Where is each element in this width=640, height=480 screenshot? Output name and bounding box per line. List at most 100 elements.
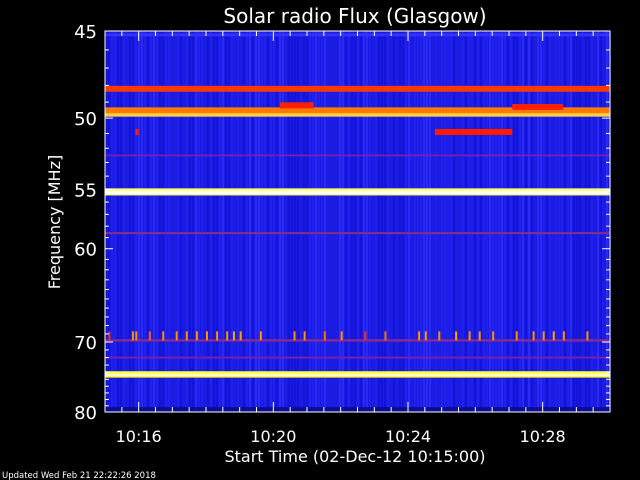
noise-stripe [447,31,449,412]
noise-stripe [333,31,335,412]
noise-stripe [390,31,392,412]
noise-stripe [531,31,533,412]
x-axis: 10:16 10:20 10:24 10:28 [104,31,611,446]
spike-mark [468,331,471,341]
noise-stripe [117,31,119,412]
noise-stripe [402,31,404,412]
spike-mark [478,331,481,341]
spike-mark [175,331,178,341]
spike-mark [323,331,326,341]
noise-stripe [225,31,227,412]
noise-stripe [567,31,569,412]
noise-stripe [195,31,197,412]
burst-mark [280,102,314,109]
noise-stripe [216,31,218,412]
noise-stripe [189,31,191,412]
frequency-band [105,339,610,342]
frequency-band [105,191,610,194]
noise-stripe [237,31,239,412]
noise-stripe [423,31,425,412]
noise-stripe [228,31,230,412]
noise-stripe [405,31,407,412]
noise-stripe [582,31,584,412]
noise-stripe [201,31,203,412]
noise-stripe [576,31,578,412]
noise-stripe [519,31,521,412]
noise-stripe [408,31,410,412]
noise-stripe [234,31,236,412]
noise-stripe [147,31,149,412]
noise-stripe [231,31,233,412]
noise-stripe [222,31,224,412]
noise-stripe [471,31,473,412]
spike-mark [438,331,441,341]
noise-stripe [219,31,221,412]
spike-mark [364,331,367,341]
noise-stripe [369,31,371,412]
noise-stripe [387,31,389,412]
burst-mark [434,128,513,135]
spike-mark [492,331,495,341]
spike-mark [148,331,151,341]
spike-mark [239,331,242,341]
noise-stripe [297,31,299,412]
noise-stripe [135,31,137,412]
noise-stripe [132,31,134,412]
noise-stripe [327,31,329,412]
noise-stripe [318,31,320,412]
x-tick-label: 10:16 [116,427,162,446]
noise-stripe [207,31,209,412]
frequency-band [105,356,610,359]
noise-stripe [321,31,323,412]
noise-stripe [252,31,254,412]
noise-stripe [393,31,395,412]
noise-stripe [351,31,353,412]
noise-stripe [276,31,278,412]
spike-mark [206,331,208,341]
noise-stripe [585,31,587,412]
noise-stripe [168,31,170,412]
noise-stripe [438,31,440,412]
frequency-band [105,373,610,377]
updated-timestamp: Updated Wed Feb 21 22:22:26 2018 [2,471,156,480]
noise-stripe [549,31,551,412]
noise-stripe [510,31,512,412]
noise-stripe [537,31,539,412]
chart-title: Solar radio Flux (Glasgow) [223,4,486,28]
noise-stripe [339,31,341,412]
noise-stripe [291,31,293,412]
y-tick-label: 45 [74,22,97,43]
spike-mark [135,331,138,341]
x-tick-label: 10:20 [250,427,296,446]
noise-stripe [183,31,185,412]
noise-stripe [282,31,284,412]
noise-stripe [417,31,419,412]
noise-stripe [240,31,242,412]
noise-stripe [363,31,365,412]
noise-stripe [111,31,113,412]
noise-stripe [555,31,557,412]
noise-stripe [399,31,401,412]
noise-stripe [507,31,509,412]
noise-stripe [336,31,338,412]
noise-stripe [309,31,311,412]
noise-stripe [411,31,413,412]
noise-stripe [561,31,563,412]
spike-mark [532,331,535,341]
noise-stripe [330,31,332,412]
noise-stripe [456,31,458,412]
spike-mark [586,331,589,341]
noise-stripe [444,31,446,412]
noise-stripe [489,31,491,412]
noise-stripe [453,31,455,412]
noise-stripe [558,31,560,412]
noise-stripe [522,31,524,412]
noise-stripe [273,31,275,412]
noise-stripe [426,31,428,412]
noise-stripe [348,31,350,412]
noise-stripe [534,31,536,412]
spike-mark [303,331,306,341]
noise-stripe [114,31,116,412]
noise-stripe [270,31,272,412]
noise-stripe [474,31,476,412]
